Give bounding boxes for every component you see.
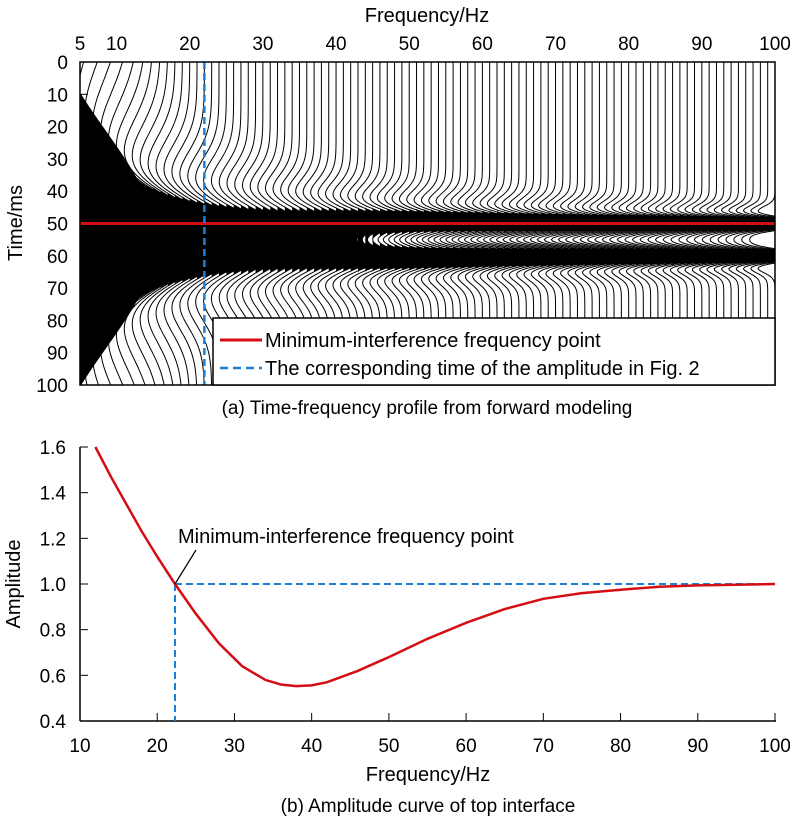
bottom-y-tick-label: 1.0 (40, 575, 66, 596)
amplitude-series-line (94, 446, 776, 688)
legend: Minimum-interference frequency point The… (212, 317, 776, 386)
top-x-tick-label: 20 (179, 34, 200, 55)
bottom-y-tick-label: 1.4 (40, 484, 67, 505)
bottom-x-tick-label: 50 (378, 736, 399, 757)
top-x-tick-label: 70 (545, 34, 566, 55)
bottom-x-axis-label: Frequency/Hz (366, 764, 491, 786)
caption-b: (b) Amplitude curve of top interface (281, 796, 576, 817)
top-x-tick-label: 10 (106, 34, 127, 55)
top-x-tick-label: 5 (75, 34, 86, 55)
top-x-tick-label: 40 (325, 34, 346, 55)
top-y-tick-label: 60 (47, 247, 68, 268)
bottom-x-tick-label: 30 (224, 736, 245, 757)
annotation-text: Minimum-interference frequency point (178, 526, 514, 548)
top-y-axis-label: Time/ms (5, 185, 27, 261)
bottom-x-ticks: 10 20 30 40 50 60 70 80 90 100 (69, 713, 791, 757)
amplitude-curve-chart: 0.4 0.6 0.8 1.0 1.2 1.4 1.6 10 20 30 40 50 60 70 80 90… (3, 438, 791, 817)
top-x-tick-label: 90 (691, 34, 712, 55)
bottom-x-tick-label: 70 (533, 736, 554, 757)
top-x-tick-label: 60 (472, 34, 493, 55)
top-y-tick-label: 20 (47, 118, 68, 139)
bottom-x-tick-label: 80 (610, 736, 631, 757)
top-x-ticks: 5 10 20 30 40 50 60 70 80 90 100 (75, 34, 791, 55)
top-y-tick-label: 70 (47, 279, 68, 300)
bottom-y-ticks: 0.4 0.6 0.8 1.0 1.2 1.4 1.6 (40, 438, 88, 733)
bottom-y-tick-label: 1.2 (40, 529, 66, 550)
bottom-x-tick-label: 60 (456, 736, 477, 757)
top-x-tick-label: 50 (399, 34, 420, 55)
top-x-tick-label: 100 (759, 34, 791, 55)
time-frequency-profile: Frequency/Hz 5 10 20 30 40 50 60 70 80 90 100 0 10 2… (5, 5, 800, 419)
top-y-tick-label: 80 (47, 311, 68, 332)
top-y-tick-label: 0 (57, 53, 68, 74)
bottom-y-axis-label: Amplitude (3, 540, 25, 629)
legend-entry-1: Minimum-interference frequency point (265, 330, 601, 352)
annotation-pointer (174, 549, 197, 585)
top-y-tick-label: 10 (47, 85, 68, 106)
top-x-tick-label: 30 (252, 34, 273, 55)
bottom-y-tick-label: 1.6 (40, 438, 66, 459)
bottom-x-tick-label: 90 (687, 736, 708, 757)
bottom-x-tick-label: 10 (69, 736, 90, 757)
top-y-tick-label: 40 (47, 182, 68, 203)
legend-box (212, 317, 776, 386)
top-y-tick-label: 100 (36, 376, 68, 397)
top-y-tick-label: 90 (47, 344, 68, 365)
bottom-x-tick-label: 20 (147, 736, 168, 757)
top-x-axis-label: Frequency/Hz (365, 5, 490, 27)
bottom-y-tick-label: 0.6 (40, 666, 66, 687)
top-y-ticks: 0 10 20 30 40 50 60 70 80 90 100 (36, 53, 88, 397)
top-y-tick-label: 30 (47, 150, 68, 171)
trace-fill (775, 62, 800, 385)
bottom-y-tick-label: 0.4 (40, 712, 67, 733)
bottom-x-tick-label: 100 (759, 736, 791, 757)
caption-a: (a) Time-frequency profile from forward … (222, 398, 633, 419)
bottom-x-tick-label: 40 (301, 736, 322, 757)
bottom-y-tick-label: 0.8 (40, 621, 66, 642)
top-y-tick-label: 50 (47, 215, 68, 236)
top-x-tick-label: 80 (618, 34, 639, 55)
legend-entry-2: The corresponding time of the amplitude … (265, 358, 700, 380)
